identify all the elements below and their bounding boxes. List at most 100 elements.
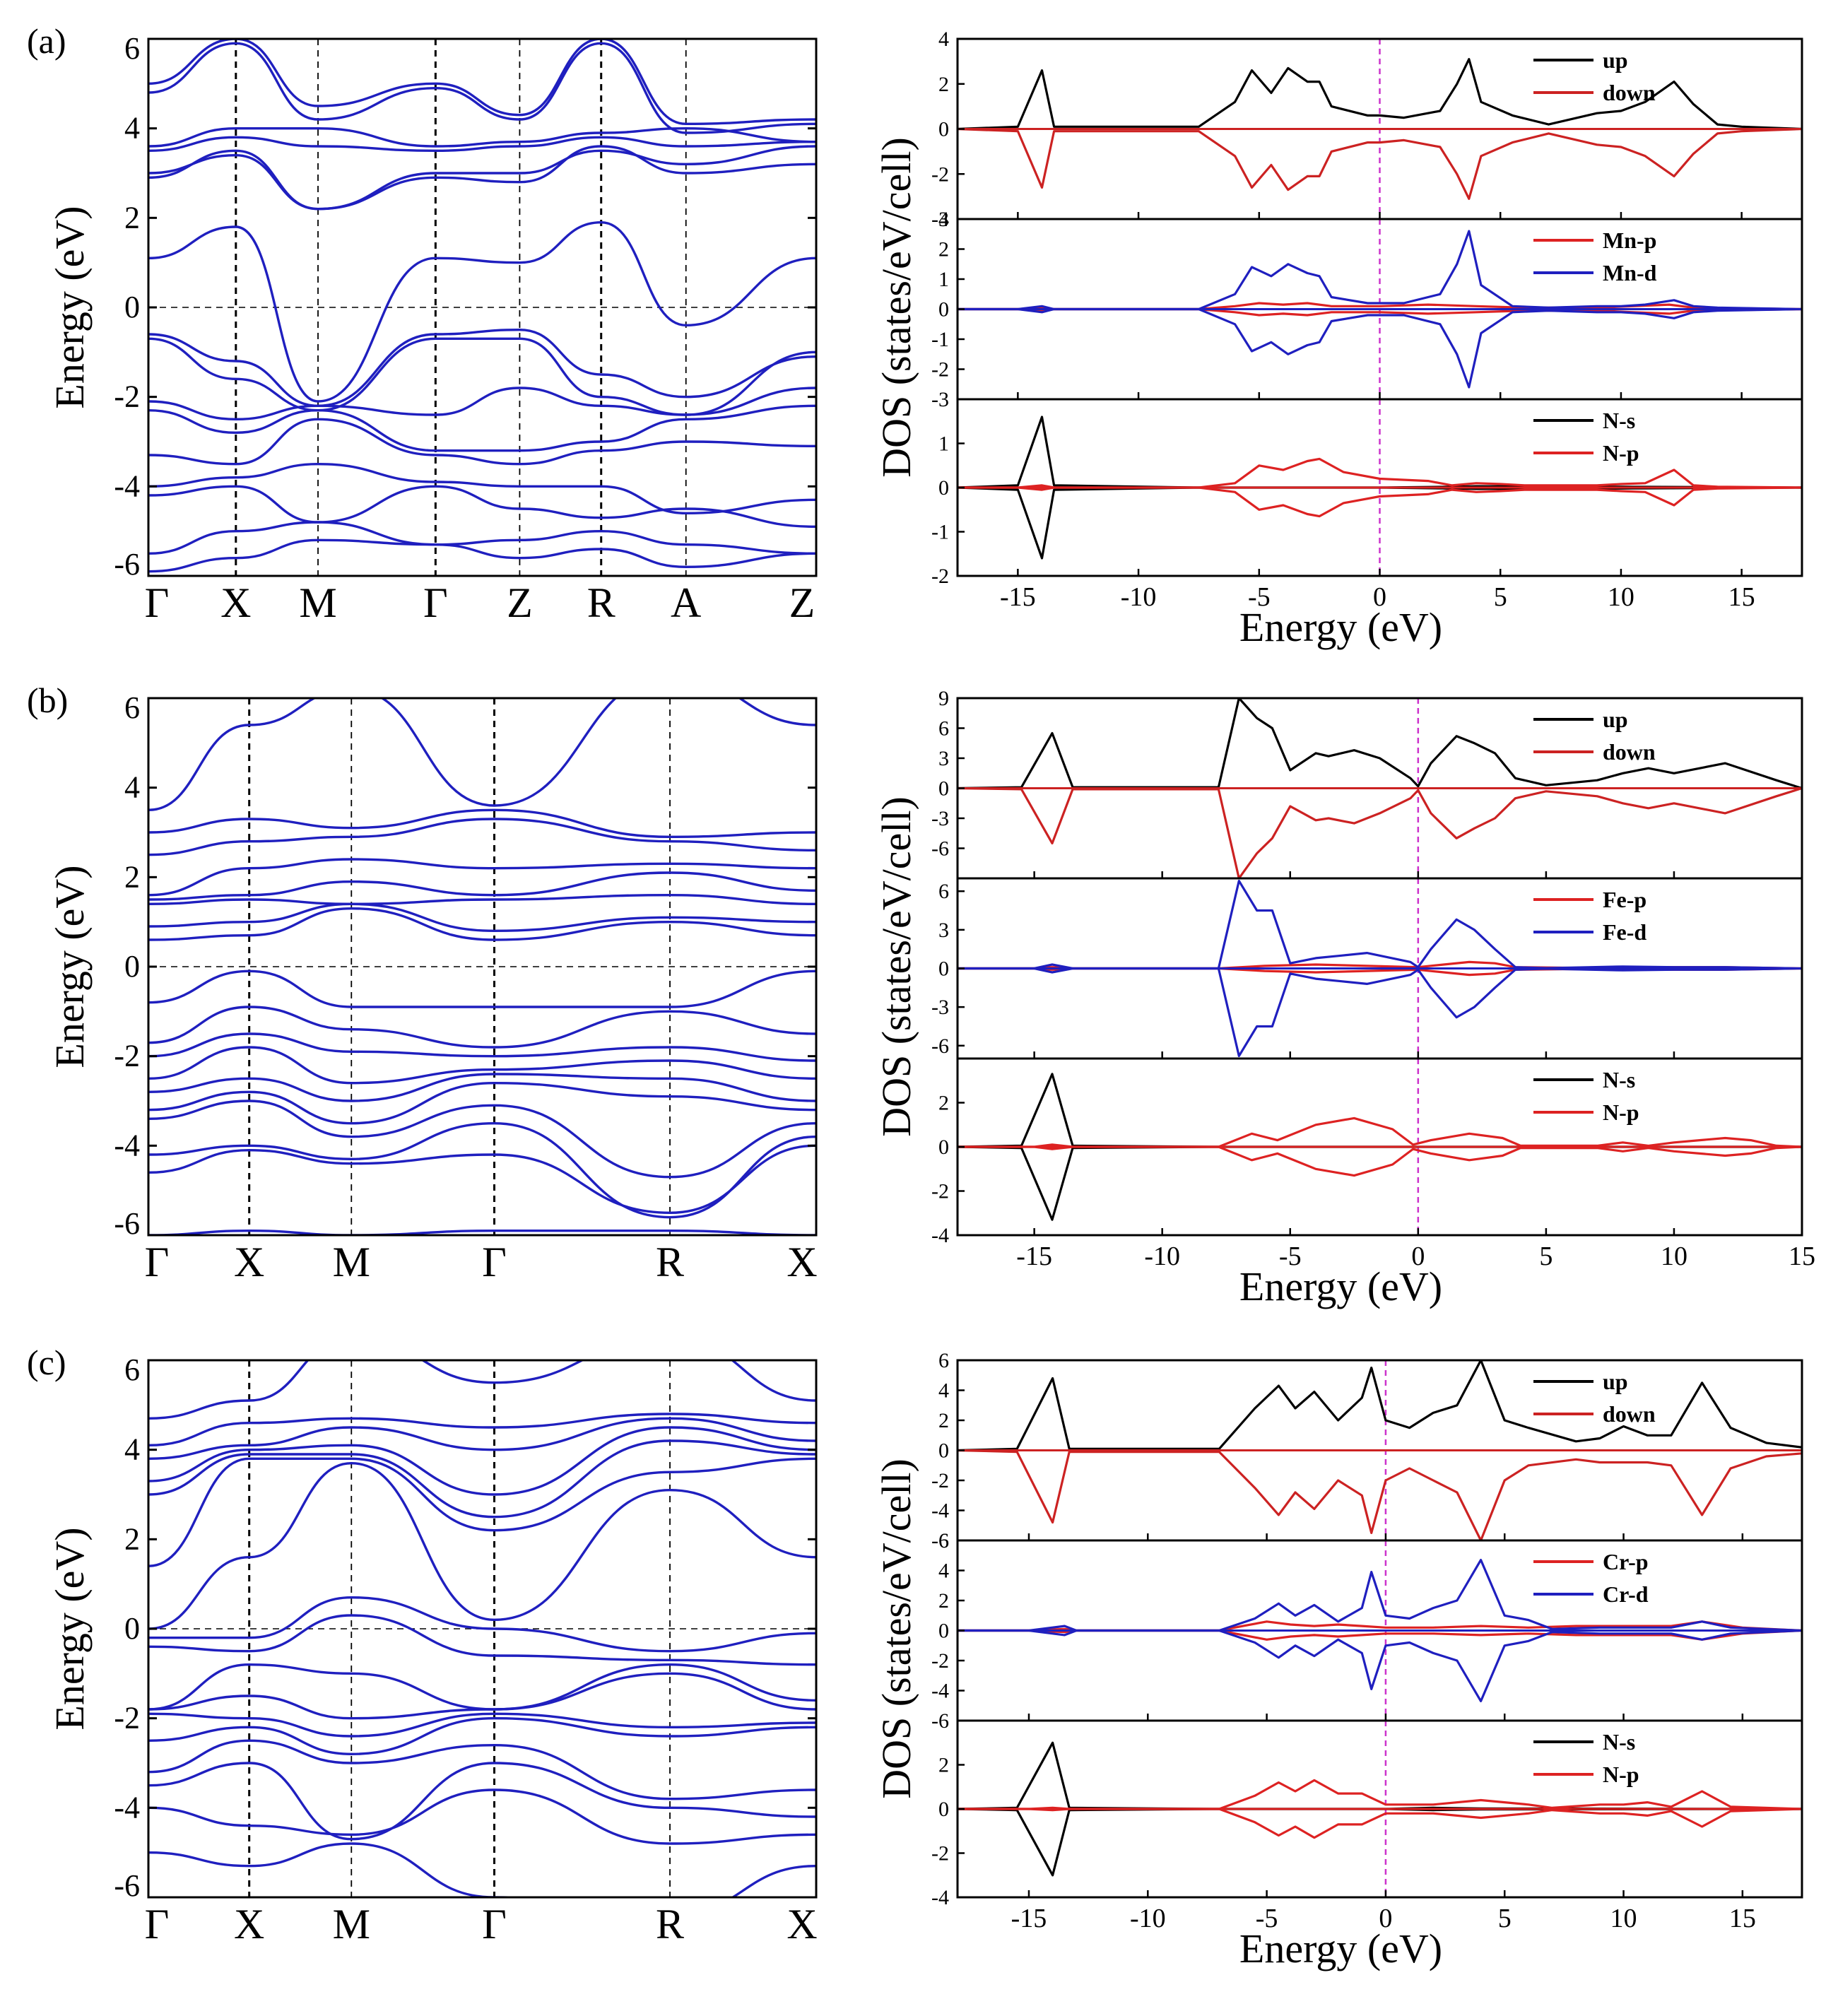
dos-subplot-2: -4 -2 0 2 N-s N-p	[931, 1057, 1803, 1247]
dos-ytick-label: 0	[938, 1798, 949, 1821]
dos-series-down	[958, 1449, 1802, 1540]
dos-ytick-label: -3	[931, 996, 949, 1019]
dos-ytick-label: 0	[938, 476, 949, 500]
band-line	[148, 521, 816, 555]
dos-series-Fe-d-down	[958, 967, 1802, 1057]
dos-ytick-label: 1	[938, 432, 949, 456]
dos-xtick-label: 0	[1373, 582, 1386, 612]
legend-label: N-s	[1603, 408, 1635, 433]
band-ytick-label: 2	[124, 1521, 140, 1556]
legend-label: Fe-p	[1603, 887, 1646, 912]
band-line	[148, 1413, 816, 1447]
dos-subplot-1: -6 -3 0 3 6 Fe-p Fe-d	[931, 877, 1803, 1060]
kpoint-label: X	[234, 1901, 264, 1947]
band-line	[148, 1842, 816, 1897]
dos-xtick-label: -10	[1121, 582, 1157, 612]
dos-subplot-1: -6 -4 -2 0 2 4 6 Cr-p Cr-d	[931, 1529, 1803, 1733]
band-ytick-label: 0	[124, 949, 140, 984]
legend-label: N-p	[1603, 1100, 1639, 1125]
legend-label: N-p	[1603, 440, 1639, 466]
dos-ytick-label: -6	[931, 1529, 949, 1552]
panel-row-0: (a) -6 -4 -2 0 2 4 6 Γ X M Γ Z R A Z Energy (eV) -4 -2 0 2 4 u…	[27, 21, 1803, 650]
band-ytick-label: -6	[114, 547, 140, 582]
dos-ytick-label: 6	[938, 880, 949, 903]
panel-row-1: (b) -6 -4 -2 0 2 4 6 Γ X M Γ R X Energy (eV) -6 -3 0 3 6 9 up…	[27, 680, 1815, 1309]
band-ytick-label: 0	[124, 290, 140, 324]
dos-series-down	[958, 786, 1802, 878]
dos-ytick-label: -4	[931, 1224, 949, 1247]
dos-subplot-1: -3 -2 -1 0 1 2 3 Mn-p Mn-d	[931, 208, 1803, 411]
band-ytick-label: 6	[124, 31, 140, 66]
band-line	[148, 818, 816, 856]
legend-label: down	[1603, 1401, 1656, 1427]
kpoint-label: R	[587, 579, 615, 626]
kpoint-label: X	[220, 579, 251, 626]
legend-label: Mn-d	[1603, 260, 1657, 285]
band-line	[148, 337, 816, 416]
legend-label: Cr-d	[1603, 1581, 1649, 1607]
band-line	[148, 902, 816, 933]
band-ytick-label: -2	[114, 1701, 140, 1735]
dos-ytick-label: -6	[931, 1709, 949, 1733]
dos-ytick-label: 0	[938, 1620, 949, 1643]
band-line	[148, 808, 816, 839]
kpoint-label: M	[299, 579, 336, 626]
dos-ytick-label: -1	[931, 521, 949, 544]
dos-series-N-s-down	[958, 1145, 1802, 1221]
band-ytick-label: -4	[114, 468, 140, 503]
kpoint-label: Γ	[482, 1901, 507, 1947]
band-ytick-label: 4	[124, 111, 140, 146]
dos-ytick-label: -2	[931, 358, 949, 382]
dos-series-N-p-down	[958, 1808, 1802, 1839]
bands	[148, 698, 816, 1235]
dos-xtick-label: -5	[1248, 582, 1271, 612]
dos-ytick-label: -4	[931, 1680, 949, 1703]
kpoint-label: X	[234, 1239, 264, 1285]
band-ytick-label: 6	[124, 690, 140, 725]
dos-ytick-label: 2	[938, 1754, 949, 1777]
dos-series-N-s-up	[958, 1741, 1802, 1810]
band-line	[148, 1672, 816, 1720]
band-line	[148, 1739, 816, 1800]
band-line	[148, 126, 816, 148]
dos-xtick-label: 0	[1411, 1242, 1425, 1271]
kpoint-label: X	[787, 1901, 817, 1947]
band-line	[148, 1614, 816, 1666]
band-line	[148, 328, 816, 408]
band-line	[148, 404, 816, 452]
dos-ytick-label: -4	[931, 208, 949, 231]
dos-ytick-label: 0	[938, 1439, 949, 1463]
dos-curves	[958, 219, 1802, 399]
band-line	[148, 1439, 816, 1519]
band-line	[148, 893, 816, 906]
dos-ytick-label: -3	[931, 807, 949, 830]
dos-xtick-label: -15	[1016, 1242, 1052, 1271]
band-line	[148, 418, 816, 466]
legend-label: Fe-d	[1603, 919, 1646, 945]
dos-ytick-label: 6	[938, 1529, 949, 1552]
dos-series-N-p-up	[958, 1116, 1802, 1148]
dos-ytick-label: -4	[931, 1499, 949, 1523]
band-line	[148, 871, 816, 901]
dos-ytick-label: 0	[938, 118, 949, 141]
legend-label: Cr-p	[1603, 1549, 1649, 1574]
dos-series-Fe-d-up	[958, 880, 1802, 970]
dos-xtick-label: -15	[1000, 582, 1036, 612]
dos-ytick-label: 3	[938, 747, 949, 770]
dos-ylabel: DOS (states/eV/cell)	[873, 1458, 919, 1799]
dos-plot: -6 -4 -2 0 2 4 6 up down -6 -4 -2 0 2 4 6 Cr-p Cr-d -4 -2 0 2…	[873, 1349, 1803, 1971]
band-ylabel: Energy (eV)	[47, 1527, 93, 1730]
band-ytick-label: -4	[114, 1790, 140, 1825]
dos-ytick-label: -4	[931, 1886, 949, 1909]
dos-xtick-label: -5	[1256, 1904, 1278, 1933]
dos-curves	[958, 399, 1802, 576]
dos-subplot-2: -2 -1 0 1 N-s N-p	[931, 398, 1803, 588]
band-ytick-label: -2	[114, 379, 140, 414]
dos-xtick-label: 15	[1728, 582, 1755, 612]
kpoint-label: M	[333, 1239, 370, 1285]
band-line	[148, 1360, 816, 1420]
legend-label: Mn-p	[1603, 228, 1656, 253]
dos-ytick-label: -6	[931, 1034, 949, 1058]
dos-ytick-label: 1	[938, 268, 949, 291]
